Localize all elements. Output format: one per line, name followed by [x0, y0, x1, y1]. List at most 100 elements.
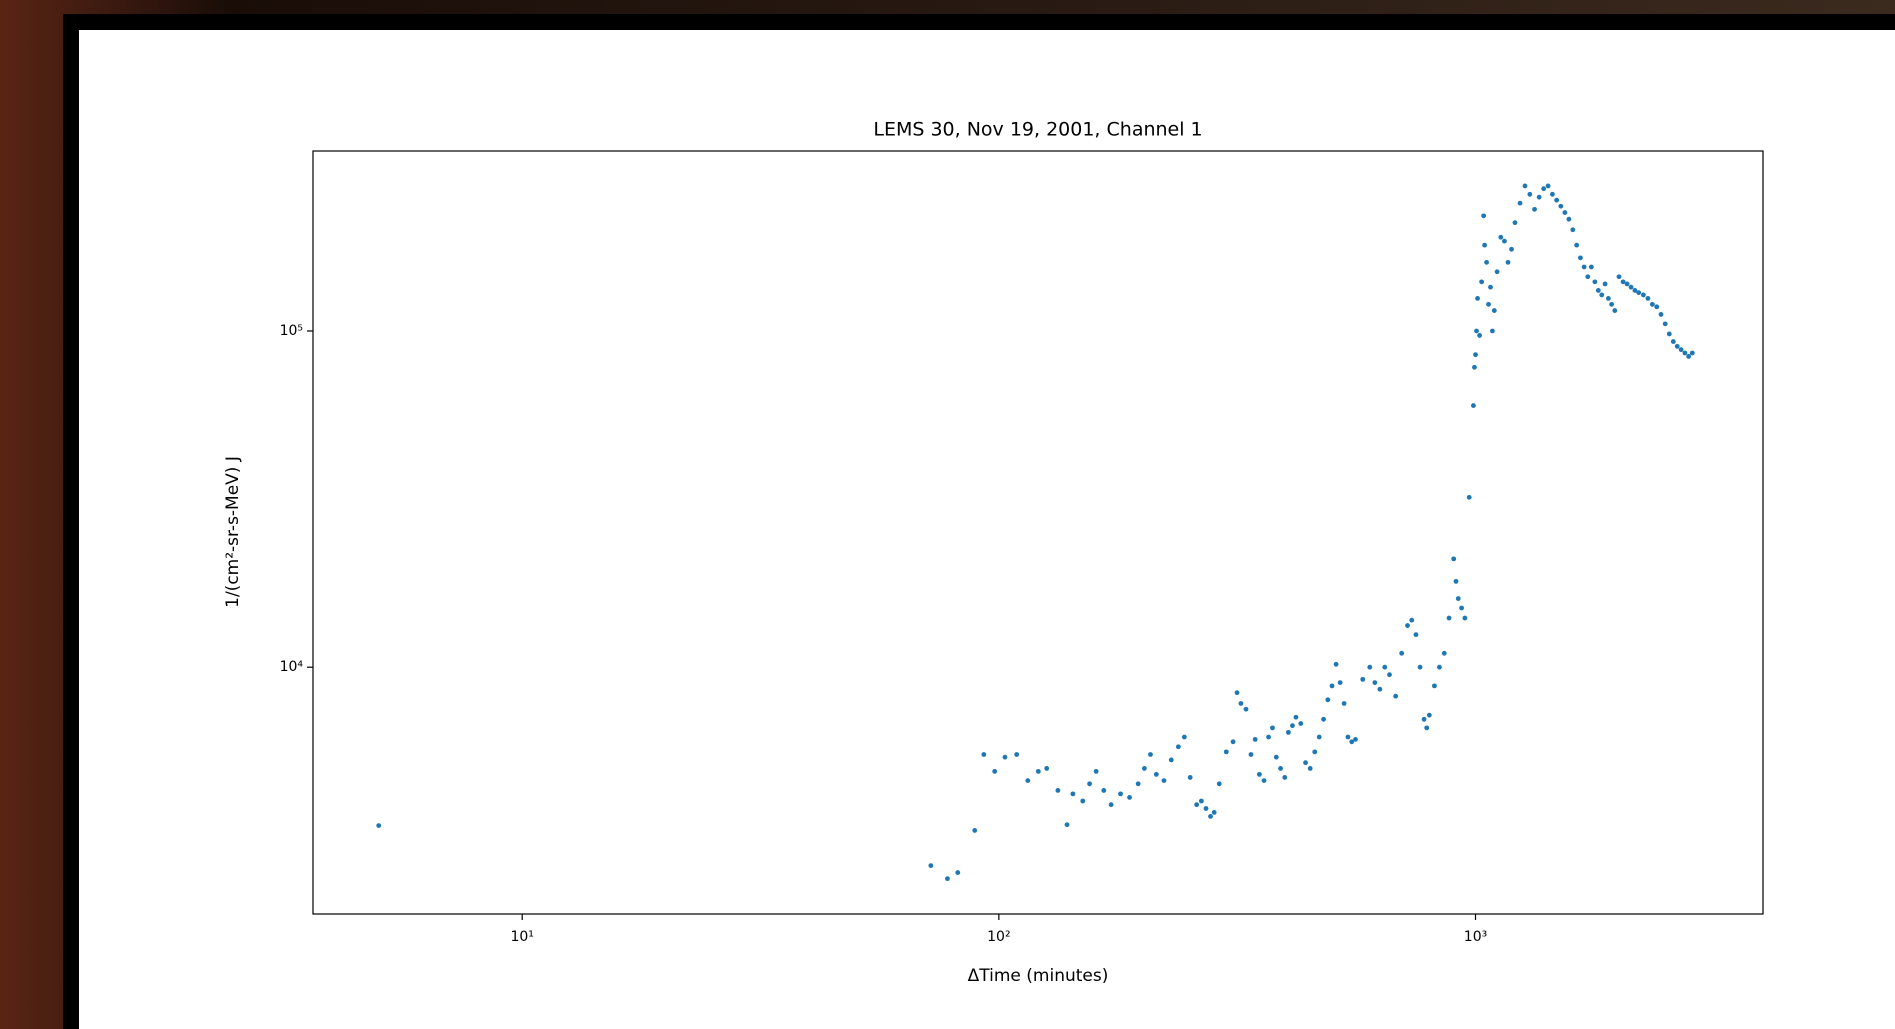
- data-point: [1426, 712, 1432, 718]
- data-point: [1536, 194, 1542, 200]
- data-point: [1472, 364, 1477, 370]
- data-point: [1270, 725, 1275, 731]
- data-point: [1223, 749, 1229, 755]
- data-point: [1489, 328, 1495, 334]
- data-point: [1592, 279, 1598, 285]
- data-point: [1455, 596, 1461, 601]
- x-tick-label: 10¹: [510, 929, 533, 945]
- data-point: [955, 870, 961, 875]
- data-point: [1477, 333, 1483, 338]
- data-point: [1417, 664, 1423, 670]
- data-point: [1670, 339, 1676, 344]
- data-point: [1341, 701, 1347, 706]
- data-point: [1080, 798, 1086, 804]
- data-point: [1055, 788, 1061, 793]
- data-point: [1002, 754, 1008, 760]
- data-point: [1446, 615, 1452, 621]
- data-point: [1153, 771, 1159, 777]
- data-point: [1393, 693, 1399, 699]
- data-point: [1686, 354, 1692, 359]
- data-point: [1161, 778, 1167, 783]
- y-tick-label: 10⁴: [280, 659, 304, 675]
- data-point: [1266, 734, 1271, 740]
- data-point: [1303, 760, 1308, 766]
- data-point: [1333, 661, 1339, 667]
- data-point: [1585, 274, 1591, 280]
- data-point: [992, 768, 998, 774]
- data-point: [1588, 264, 1594, 270]
- data-point: [1044, 766, 1050, 771]
- data-point: [1562, 210, 1568, 215]
- data-point: [1238, 701, 1244, 706]
- data-point: [1570, 227, 1576, 233]
- data-point: [1321, 716, 1326, 722]
- data-point: [1025, 778, 1031, 783]
- data-point: [1203, 806, 1209, 811]
- data-point: [1545, 183, 1551, 189]
- data-point: [1620, 279, 1626, 285]
- x-axis-label: ΔTime (minutes): [968, 966, 1109, 986]
- data-point: [1566, 216, 1572, 222]
- data-point: [1345, 734, 1351, 740]
- data-point: [1682, 350, 1688, 356]
- y-axis-label: 1/(cm²-sr-s-MeV) J: [223, 456, 243, 608]
- data-point: [928, 863, 934, 869]
- data-point: [1599, 292, 1605, 298]
- data-point: [1360, 676, 1366, 682]
- data-point: [1578, 255, 1583, 261]
- data-point: [1658, 312, 1664, 317]
- y-tick-label: 10⁵: [280, 323, 303, 339]
- data-point: [1541, 186, 1547, 192]
- data-point: [1595, 288, 1601, 293]
- data-point: [1605, 295, 1611, 301]
- data-point: [1035, 768, 1041, 774]
- x-tick-label: 10²: [987, 929, 1010, 945]
- data-point: [1278, 766, 1283, 771]
- data-point: [1405, 623, 1410, 628]
- data-point: [1441, 650, 1447, 656]
- data-point: [1168, 757, 1174, 763]
- data-point: [1142, 766, 1147, 771]
- data-point: [1459, 605, 1464, 611]
- data-point: [1532, 206, 1537, 212]
- data-point: [1640, 292, 1646, 298]
- data-point: [1413, 632, 1419, 638]
- data-point: [1230, 739, 1236, 745]
- data-point: [1574, 242, 1580, 248]
- data-point: [1353, 736, 1358, 742]
- data-point: [1498, 234, 1504, 240]
- data-point: [1194, 802, 1200, 808]
- data-point: [376, 823, 382, 828]
- data-point: [1451, 556, 1457, 562]
- data-point: [1602, 281, 1608, 287]
- data-point: [1522, 183, 1528, 189]
- data-point: [1127, 795, 1132, 800]
- data-point: [1632, 288, 1638, 293]
- data-point: [1243, 706, 1249, 712]
- data-point: [1624, 281, 1630, 287]
- data-point: [1234, 690, 1240, 696]
- data-point: [1216, 781, 1222, 787]
- data-point: [1293, 714, 1299, 720]
- data-point: [1248, 752, 1254, 757]
- data-point: [1486, 301, 1491, 307]
- data-point: [1581, 264, 1587, 270]
- data-point: [1377, 686, 1383, 692]
- data-point: [1014, 752, 1020, 757]
- data-point: [1554, 197, 1560, 203]
- data-point: [1175, 744, 1181, 750]
- data-point: [1609, 301, 1615, 307]
- data-point: [1517, 200, 1523, 206]
- data-point: [1399, 650, 1405, 656]
- data-point: [1148, 752, 1153, 757]
- data-point: [1286, 729, 1291, 735]
- chart-title: LEMS 30, Nov 19, 2001, Channel 1: [873, 119, 1202, 141]
- data-point: [1252, 736, 1258, 742]
- data-point: [1475, 295, 1480, 301]
- data-point: [1409, 617, 1415, 623]
- data-point: [1558, 203, 1564, 209]
- data-point: [1261, 778, 1267, 783]
- data-point: [1387, 672, 1392, 678]
- data-point: [1290, 723, 1295, 729]
